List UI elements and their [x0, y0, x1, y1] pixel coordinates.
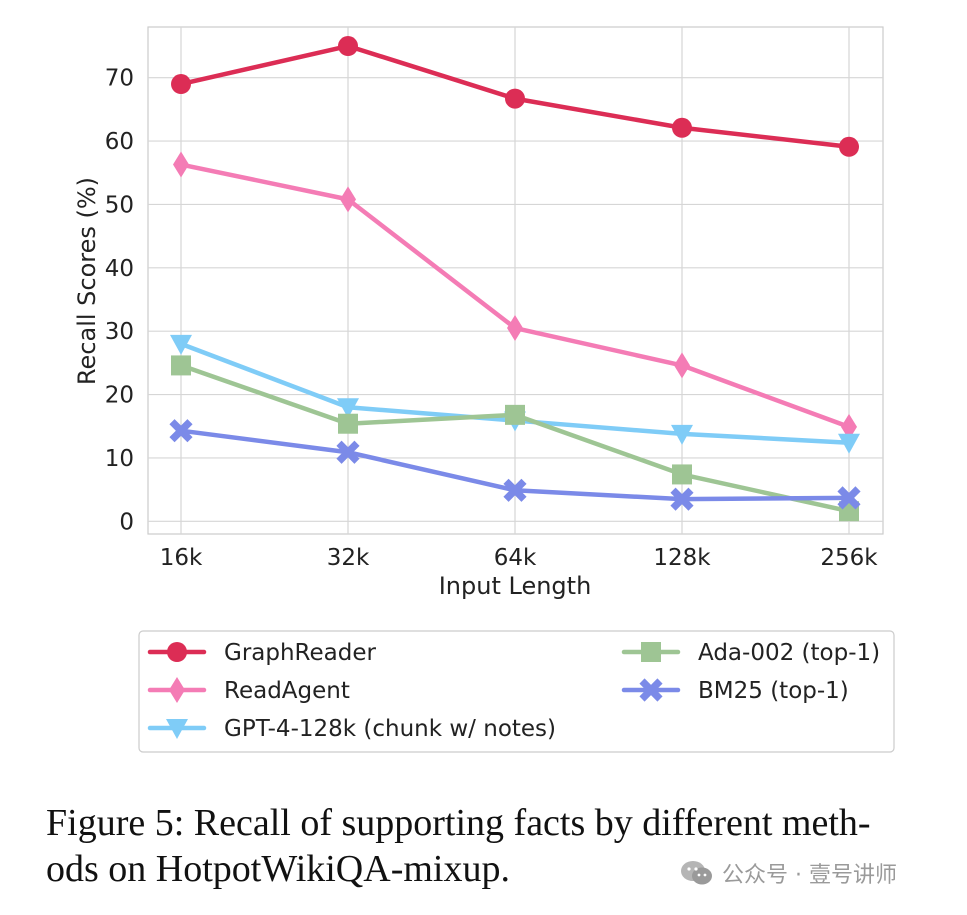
figure-caption: Figure 5: Recall of supporting facts by …: [46, 800, 961, 892]
data-point: [171, 355, 191, 376]
data-point: [674, 352, 690, 379]
x-tick-label: 16k: [160, 545, 203, 571]
data-point: [838, 433, 860, 454]
data-point: [338, 413, 358, 434]
data-point: [841, 413, 857, 440]
legend-label: BM25 (top-1): [698, 678, 849, 704]
series-0: [171, 36, 859, 157]
legend-label: ReadAgent: [224, 678, 350, 704]
data-point: [505, 88, 525, 109]
y-tick-label: 10: [105, 446, 134, 472]
legend-marker: [166, 719, 188, 739]
legend-item: ReadAgent: [147, 677, 350, 704]
legend-label: GraphReader: [224, 640, 376, 666]
data-point: [670, 487, 694, 511]
data-point: [171, 74, 191, 95]
x-tick-label: 128k: [653, 545, 711, 571]
legend-box: [138, 630, 895, 753]
legend-label: Ada-002 (top-1): [698, 640, 880, 666]
data-point: [505, 404, 525, 425]
data-point: [340, 186, 356, 213]
data-point: [672, 464, 692, 485]
series-1: [173, 151, 857, 440]
y-tick-label: 20: [105, 383, 134, 409]
y-tick-label: 60: [105, 129, 134, 155]
watermark-text: 公众号 · 壹号讲师: [722, 863, 897, 888]
legend-item: GraphReader: [147, 640, 376, 666]
x-tick-label: 256k: [820, 545, 878, 571]
data-point: [169, 419, 193, 443]
legend-item: BM25 (top-1): [621, 678, 849, 704]
legend-marker: [167, 642, 187, 662]
data-point: [337, 398, 359, 419]
line-chart: 0 10 20 30 40 50 60 70 16k 32k 64k 128k 256k Input …: [73, 26, 895, 753]
y-tick-label: 30: [105, 319, 134, 345]
caption-line-2: ods on HotpotWikiQA-mixup.: [46, 848, 510, 890]
data-point: [336, 440, 360, 464]
data-point: [671, 424, 693, 445]
y-tick-label: 70: [105, 66, 134, 92]
data-point: [839, 136, 859, 157]
y-tick-label: 40: [105, 256, 134, 282]
x-tick-label: 64k: [494, 545, 537, 571]
data-point: [170, 334, 192, 355]
y-axis-label: Recall Scores (%): [73, 177, 101, 385]
legend-marker: [169, 677, 185, 703]
data-point: [507, 315, 523, 342]
x-tick-label: 32k: [327, 545, 370, 571]
legend-marker: [641, 642, 661, 662]
x-axis-label: Input Length: [439, 572, 592, 600]
legend-item: GPT-4-128k (chunk w/ notes): [147, 716, 556, 742]
legend-marker: [639, 678, 663, 702]
wechat-icon: [681, 861, 712, 885]
data-point: [338, 36, 358, 57]
series-4: [169, 419, 861, 511]
y-tick-label: 50: [105, 192, 134, 218]
data-point: [503, 478, 527, 502]
data-point: [173, 151, 189, 178]
caption-line-1: Figure 5: Recall of supporting facts by …: [46, 802, 871, 844]
watermark: 公众号 · 壹号讲师: [680, 857, 897, 889]
legend-label: GPT-4-128k (chunk w/ notes): [224, 716, 556, 742]
y-tick-label: 0: [119, 509, 134, 535]
legend-item: Ada-002 (top-1): [621, 640, 880, 666]
data-point: [837, 486, 861, 510]
data-point: [672, 117, 692, 138]
